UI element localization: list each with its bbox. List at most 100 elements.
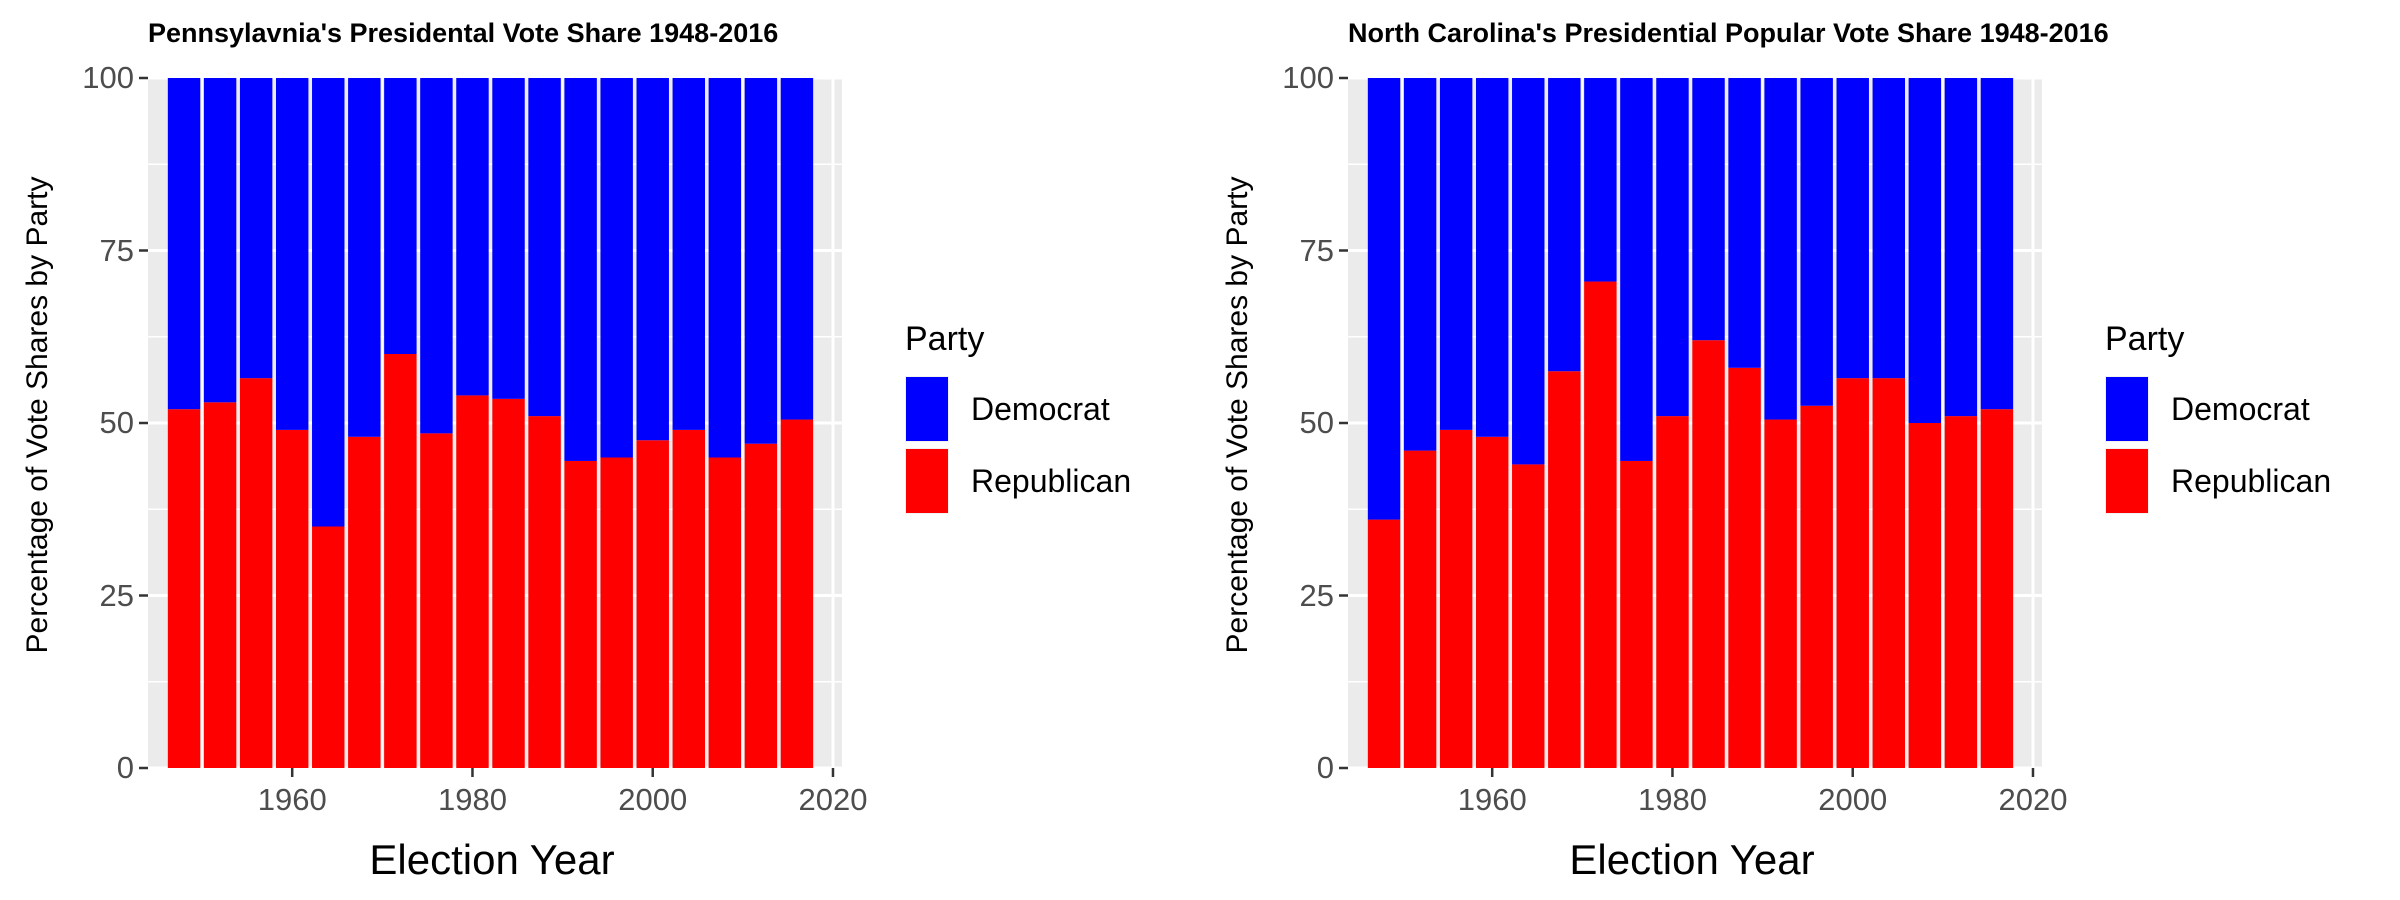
bar-democrat-1980: [1656, 78, 1689, 417]
bar-republican-1992: [564, 460, 597, 768]
y-tick-label: 75: [99, 232, 134, 268]
bar-republican-1976: [420, 433, 453, 768]
pennsylvania-chart-panel: Pennsylavnia's Presidental Vote Share 19…: [21, 18, 1131, 883]
bar-democrat-1992: [564, 78, 597, 461]
legend-label: Republican: [2171, 462, 2332, 499]
legend-swatch-democrat: [2106, 377, 2148, 441]
y-tick-label: 0: [1316, 750, 1334, 785]
bar-republican-2000: [1836, 378, 1869, 768]
bar-democrat-1976: [420, 78, 453, 434]
bar-democrat-1980: [456, 78, 489, 396]
bar-democrat-2000: [1836, 78, 1869, 379]
x-axis-title: Election Year: [369, 836, 615, 883]
y-tick-label: 100: [82, 60, 134, 95]
y-tick-label: 50: [99, 405, 134, 440]
bar-republican-2012: [744, 443, 778, 768]
y-tick-label: 25: [99, 577, 134, 613]
bar-democrat-1996: [600, 78, 633, 458]
legend-swatch-republican: [2106, 449, 2148, 513]
y-tick-label: 25: [1299, 577, 1334, 613]
bar-republican-1992: [1764, 419, 1797, 768]
x-tick-label: 1960: [257, 782, 327, 817]
bar-republican-2008: [1908, 423, 1942, 768]
bar-republican-1996: [600, 457, 633, 768]
bar-republican-1972: [384, 354, 417, 768]
bar-republican-1996: [1800, 405, 1833, 768]
bar-democrat-1968: [1548, 78, 1581, 372]
legend: Party Democrat Republican: [905, 320, 1131, 517]
y-axis-title: Percentage of Vote Shares by Party: [1221, 176, 1254, 654]
bar-democrat-2008: [708, 78, 742, 458]
bar-republican-2016: [1980, 409, 2014, 768]
y-axis-title: Percentage of Vote Shares by Party: [21, 176, 54, 654]
pennsylvania-chart-plot: [139, 76, 842, 777]
legend-title: Party: [2105, 320, 2185, 358]
bar-republican-1988: [1728, 367, 1761, 768]
y-tick-label: 100: [1282, 60, 1334, 95]
bar-democrat-1964: [312, 78, 345, 527]
bar-democrat-1992: [1764, 78, 1797, 420]
bar-democrat-1948: [1367, 78, 1401, 520]
bar-democrat-2016: [1980, 78, 2014, 410]
legend-item-republican: Republican: [905, 445, 1131, 517]
bar-republican-1972: [1584, 281, 1617, 768]
legend: Party Democrat Republican: [2105, 320, 2331, 517]
bar-democrat-1972: [1584, 78, 1617, 282]
bar-republican-1964: [1512, 464, 1545, 768]
bar-republican-1948: [167, 409, 201, 768]
bar-republican-1980: [456, 395, 489, 768]
bar-democrat-1960: [275, 78, 309, 430]
bar-democrat-1956: [1439, 78, 1473, 430]
bar-democrat-1988: [1728, 78, 1761, 368]
bar-republican-2004: [1872, 378, 1906, 768]
north-carolina-chart-panel: North Carolina's Presidential Popular Vo…: [1200, 0, 2400, 900]
bar-democrat-1984: [1692, 78, 1725, 341]
legend-swatch-democrat: [906, 377, 948, 441]
bar-republican-1960: [1475, 436, 1509, 768]
bar-democrat-1984: [492, 78, 525, 399]
chart-title: Pennsylavnia's Presidental Vote Share 19…: [148, 18, 779, 48]
bar-republican-1976: [1620, 460, 1653, 768]
y-tick-label: 75: [1299, 232, 1334, 268]
bar-republican-2012: [1944, 416, 1978, 768]
bar-democrat-2004: [1872, 78, 1906, 379]
bar-democrat-2016: [780, 78, 814, 420]
bar-republican-1968: [1548, 371, 1581, 768]
x-tick-label: 2020: [1998, 782, 2068, 817]
bar-republican-1980: [1656, 416, 1689, 768]
bar-republican-1984: [1692, 340, 1725, 768]
bar-republican-2016: [780, 419, 814, 768]
legend-item-democrat: Democrat: [905, 373, 1131, 445]
x-tick-label: 1980: [437, 782, 507, 817]
bar-democrat-1952: [1403, 78, 1437, 451]
bar-democrat-1968: [348, 78, 381, 437]
bar-democrat-1972: [384, 78, 417, 354]
legend-label: Democrat: [2171, 390, 2310, 427]
bar-republican-1968: [348, 436, 381, 768]
north-carolina-chart-plot: [1339, 76, 2042, 777]
y-tick-label: 50: [1299, 405, 1334, 440]
bar-democrat-2012: [1944, 78, 1978, 417]
y-tick-label: 0: [116, 750, 134, 785]
x-tick-label: 1960: [1457, 782, 1527, 817]
bar-democrat-2008: [1908, 78, 1942, 423]
x-axis-title: Election Year: [1569, 836, 1815, 883]
x-tick-label: 1980: [1637, 782, 1707, 817]
bar-democrat-2000: [636, 78, 669, 441]
bar-republican-1964: [312, 526, 345, 768]
bar-democrat-1964: [1512, 78, 1545, 465]
bar-republican-1952: [203, 402, 237, 768]
bar-democrat-2012: [744, 78, 778, 444]
legend-title: Party: [905, 320, 985, 358]
bar-republican-1960: [275, 429, 309, 768]
bar-republican-2004: [672, 429, 706, 768]
x-tick-label: 2000: [1818, 782, 1888, 817]
bar-republican-2008: [708, 457, 742, 768]
bar-republican-1948: [1367, 519, 1401, 768]
bar-republican-1952: [1403, 450, 1437, 768]
legend-label: Republican: [971, 462, 1132, 499]
legend-swatch-republican: [906, 449, 948, 513]
bar-democrat-1956: [239, 78, 273, 379]
bar-democrat-1976: [1620, 78, 1653, 461]
legend-item-republican: Republican: [2105, 445, 2331, 517]
